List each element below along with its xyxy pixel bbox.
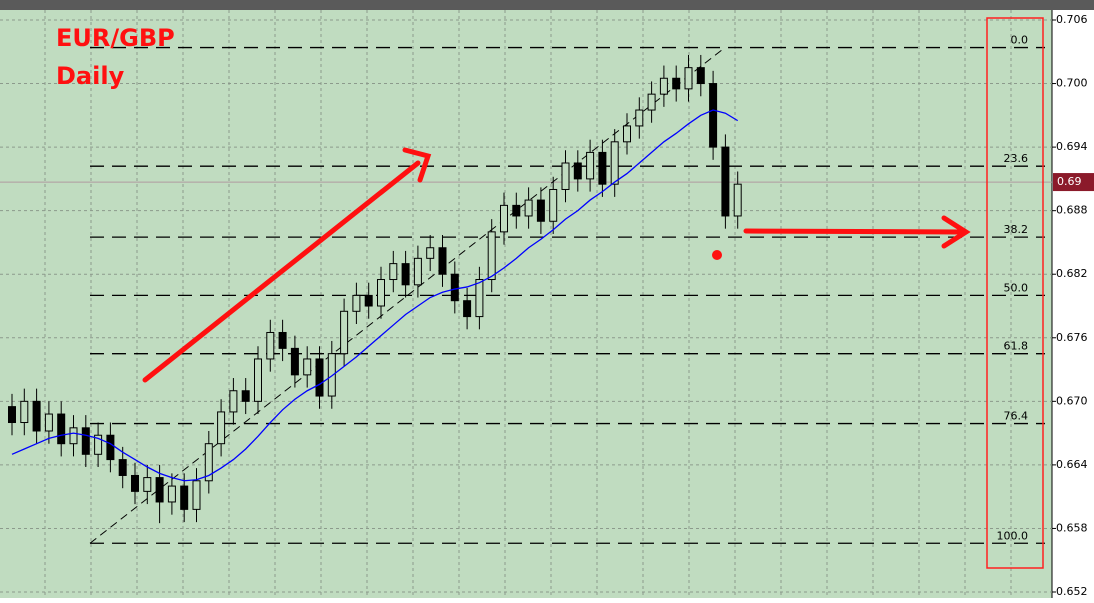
candle-body <box>57 413 66 445</box>
right-arrow <box>743 228 965 235</box>
candle-body <box>106 434 115 461</box>
candle-body <box>69 427 78 445</box>
candle-body <box>204 443 213 482</box>
chart-title: EUR/GBP <box>56 24 175 52</box>
y-tick-label: 0.688 <box>1056 204 1088 217</box>
candle-body <box>573 162 582 180</box>
candle-body <box>475 279 484 318</box>
candle-body <box>623 125 631 143</box>
y-tick-label: 0.658 <box>1056 521 1088 534</box>
candle-body <box>254 358 262 402</box>
candle-body <box>721 146 730 217</box>
up-arrow <box>142 160 421 383</box>
candle-body <box>266 331 275 360</box>
candle-body <box>684 67 693 90</box>
candle-body <box>364 294 373 307</box>
candle-body <box>229 390 238 413</box>
fib-label: 100.0 <box>997 529 1029 542</box>
candle-body <box>733 183 742 217</box>
candle-body <box>327 353 336 397</box>
candle-body <box>118 459 127 476</box>
candles <box>8 54 742 524</box>
candle-body <box>463 300 472 318</box>
candle-body <box>290 347 299 376</box>
candle-body <box>586 151 595 180</box>
candle-body <box>487 231 496 281</box>
grid <box>0 10 1052 598</box>
candle-body <box>438 247 447 275</box>
marker-dot <box>712 250 722 260</box>
fib-label: 38.2 <box>1004 223 1029 236</box>
candle-body <box>352 294 361 312</box>
y-tick-label: 0.682 <box>1056 267 1088 280</box>
candle-body <box>426 247 435 259</box>
fib-label: 61.8 <box>1004 340 1029 353</box>
candle-body <box>143 477 152 492</box>
candle-body <box>315 358 324 397</box>
candle-body <box>278 331 287 349</box>
candle-body <box>44 413 53 432</box>
current-price-box <box>1053 173 1094 192</box>
candle-body <box>8 406 16 424</box>
candle-body <box>635 109 644 127</box>
candle-body <box>598 151 607 185</box>
candle-body <box>180 485 189 510</box>
candle-body <box>672 77 681 90</box>
right-arrow-head <box>941 215 971 249</box>
candle-body <box>241 390 250 402</box>
candle-body <box>561 162 570 190</box>
candle-body <box>450 273 459 302</box>
y-tick-label: 0.676 <box>1056 331 1088 344</box>
y-tick-label: 0.652 <box>1056 585 1088 598</box>
y-tick-label: 0.700 <box>1056 77 1088 90</box>
y-tick-label: 0.706 <box>1056 13 1088 26</box>
candle-body <box>401 263 410 286</box>
candle-body <box>610 141 619 185</box>
annotations <box>142 147 971 383</box>
candle-body <box>549 188 558 222</box>
y-tick-label: 0.670 <box>1056 394 1088 407</box>
plot-area <box>0 10 1052 598</box>
trend-line <box>89 47 726 544</box>
candle-body <box>20 400 29 424</box>
candle-body <box>389 263 398 281</box>
candle-body <box>647 93 656 111</box>
current-price-label: 0.69 <box>1057 175 1082 188</box>
top-bar <box>0 0 1094 10</box>
candle-body <box>536 199 545 222</box>
y-tick-label: 0.694 <box>1056 140 1088 153</box>
candle-body <box>167 485 176 503</box>
fib-label-box <box>986 17 1044 569</box>
overlay: 0.706 0.700 0.694 0.688 0.682 0.676 0.670 0.664… <box>1052 13 1094 598</box>
chart-subtitle: Daily <box>56 62 125 90</box>
up-arrow-head <box>402 147 432 183</box>
candle-body <box>131 474 139 492</box>
fib-label: 0.0 <box>1011 34 1029 47</box>
candle-body <box>709 83 718 148</box>
candle-body <box>377 279 385 307</box>
fib-label: 50.0 <box>1004 281 1029 294</box>
candle-body <box>192 480 201 510</box>
candle-body <box>155 477 164 503</box>
candle-body <box>413 257 422 286</box>
fib-label: 23.6 <box>1004 152 1029 165</box>
candle-body <box>81 427 90 455</box>
candle-body <box>217 411 226 445</box>
candle-body <box>696 67 705 85</box>
candle-body <box>340 310 349 355</box>
candle-body <box>524 199 533 217</box>
fib-label: 76.4 <box>1004 410 1029 423</box>
candle-body <box>500 204 508 233</box>
y-tick-label: 0.664 <box>1056 458 1088 471</box>
candle-body <box>659 77 668 95</box>
moving-average <box>11 109 739 482</box>
candle-body <box>94 434 103 455</box>
candle-body <box>512 204 521 217</box>
candle-body <box>32 400 41 432</box>
candle-body <box>303 358 312 376</box>
